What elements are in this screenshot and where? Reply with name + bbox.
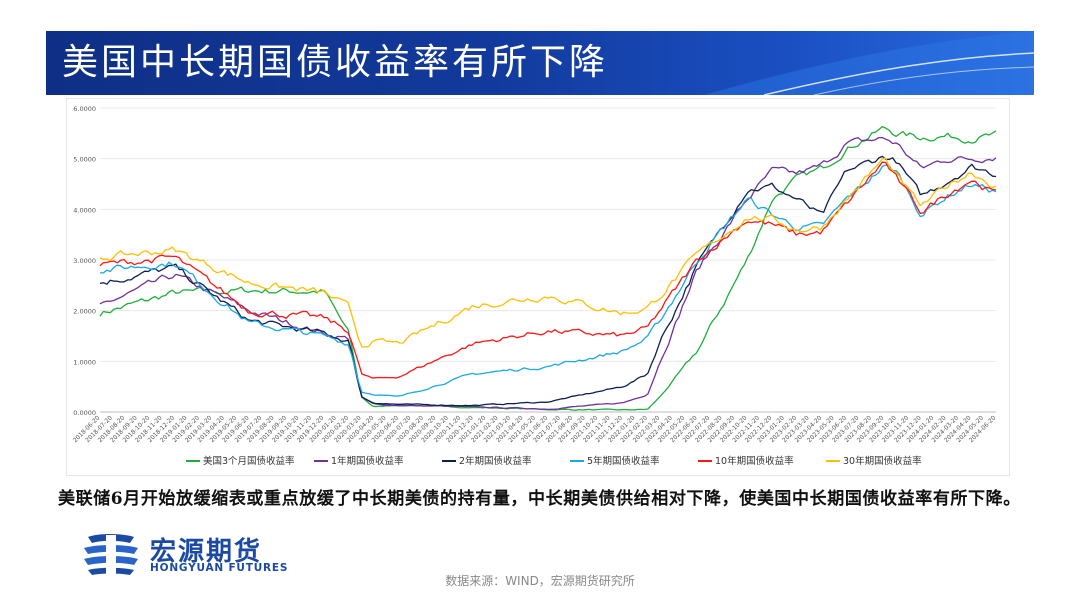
chart-border — [66, 98, 1010, 476]
y-tick-label: 2.0000 — [73, 308, 96, 316]
y-tick-label: 3.0000 — [73, 257, 96, 265]
x-axis: 2018-06-202018-07-202018-08-202018-09-20… — [72, 414, 998, 444]
title-banner: 美国中长期国债收益率有所下降 — [46, 31, 1034, 95]
chart-grid — [100, 107, 996, 413]
page-title: 美国中长期国债收益率有所下降 — [62, 42, 609, 83]
chart-svg: 0.0000 1.0000 2.0000 3.0000 4.0000 5.0000 6.00… — [66, 98, 1010, 476]
banner-swoosh — [704, 31, 1034, 95]
y-tick-label: 4.0000 — [73, 206, 96, 214]
legend-label: 30年期国债收益率 — [843, 455, 922, 467]
legend-label: 2年期国债收益率 — [459, 455, 532, 467]
series-line-2 — [99, 155, 997, 407]
y-tick-label: 6.0000 — [73, 105, 96, 113]
series-line-1 — [99, 136, 997, 411]
legend-label: 美国3个月国债收益率 — [203, 455, 295, 467]
hongyuan-logo-icon — [84, 534, 138, 575]
series-line-3 — [99, 164, 997, 397]
series-line-5 — [99, 157, 997, 348]
legend-label: 1年期国债收益率 — [331, 455, 404, 467]
y-tick-label: 0.0000 — [73, 409, 96, 417]
y-tick-label: 5.0000 — [73, 156, 96, 164]
yield-chart: 0.0000 1.0000 2.0000 3.0000 4.0000 5.0000 6.00… — [66, 98, 1010, 476]
series-line-4 — [99, 161, 997, 379]
company-logo: 宏源期货 HONGYUAN FUTURES — [80, 531, 320, 577]
y-tick-label: 1.0000 — [73, 358, 96, 366]
logo-chinese-name: 宏源期货 — [150, 537, 263, 567]
legend-label: 5年期国债收益率 — [587, 455, 660, 467]
chart-series — [99, 125, 997, 411]
legend-label: 10年期国债收益率 — [715, 455, 794, 467]
data-source: 数据来源：WIND，宏源期货研究所 — [445, 574, 635, 588]
logo-english-name: HONGYUAN FUTURES — [150, 562, 289, 574]
y-axis: 0.0000 1.0000 2.0000 3.0000 4.0000 5.0000 6.00… — [73, 105, 96, 417]
commentary-paragraph: 美联储6月开始放缓缩表或重点放缓了中长期美债的持有量，中长期美债供给相对下降，使… — [58, 489, 1021, 509]
chart-legend: 美国3个月国债收益率 1年期国债收益率 2年期国债收益率 5年期国债收益率 10年期国债… — [186, 455, 922, 467]
